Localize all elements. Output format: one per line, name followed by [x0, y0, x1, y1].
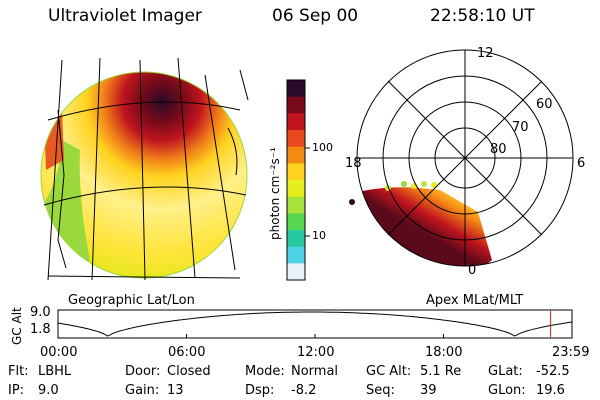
glat-value: -52.5: [536, 364, 570, 379]
colorbar-tick-10: 10: [312, 229, 326, 242]
gcalt-value: 5.1 Re: [420, 364, 462, 379]
colorbar-strip: [287, 213, 305, 231]
mode-label: Mode:: [245, 364, 285, 379]
left-panel-caption: Geographic Lat/Lon: [68, 293, 195, 308]
colorbar-strip: [287, 146, 305, 164]
colorbar-strip: [287, 263, 305, 281]
door-label: Door:: [125, 364, 161, 379]
altitude-plot: [57, 309, 573, 339]
time-label: 22:58:10 UT: [430, 6, 535, 26]
mode-value: Normal: [291, 364, 339, 379]
dsp-value: -8.2: [291, 383, 317, 398]
colorbar: [286, 79, 310, 281]
colorbar-strip: [287, 96, 305, 114]
time-tick-0: 00:00: [40, 345, 78, 360]
colorbar-strip: [287, 196, 305, 214]
polar-plot: [349, 49, 574, 267]
colorbar-tick-100: 100: [312, 141, 333, 154]
gain-value: 13: [167, 383, 184, 398]
gcalt-label: GC Alt:: [366, 364, 412, 379]
flt-value: LBHL: [38, 364, 72, 379]
glat-label: GLat:: [488, 364, 523, 379]
flt-label: Flt:: [8, 364, 29, 379]
colorbar-strip: [287, 80, 305, 98]
time-tick-2: 12:00: [297, 345, 335, 360]
instrument-title: Ultraviolet Imager: [48, 6, 202, 26]
alt-tick-low: 1.8: [30, 322, 51, 337]
right-panel-caption: Apex MLat/MLT: [426, 293, 524, 308]
ip-label: IP:: [8, 383, 25, 398]
colorbar-strip: [287, 246, 305, 264]
mlt-label-0: 0: [468, 263, 477, 278]
gain-label: Gain:: [125, 383, 160, 398]
alt-tick-high: 9.0: [30, 305, 51, 320]
dsp-label: Dsp:: [245, 383, 275, 398]
seq-label: Seq:: [366, 383, 395, 398]
seq-value: 39: [420, 383, 437, 398]
door-value: Closed: [167, 364, 211, 379]
glon-value: 19.6: [536, 383, 565, 398]
date-label: 06 Sep 00: [272, 6, 359, 26]
glon-label: GLon:: [488, 383, 526, 398]
lat-label-60: 60: [536, 97, 553, 112]
colorbar-strip: [287, 113, 305, 131]
colorbar-strip: [287, 130, 305, 148]
mlt-label-6: 6: [577, 156, 586, 171]
colorbar-strip: [287, 180, 305, 198]
time-tick-3: 18:00: [425, 345, 463, 360]
geographic-globe: [40, 57, 249, 281]
time-tick-4: 23:59: [552, 345, 590, 360]
lat-label-70: 70: [512, 120, 529, 135]
mlt-label-18: 18: [345, 156, 362, 171]
lat-label-80: 80: [490, 142, 507, 157]
alt-axis-label: GC Alt: [10, 307, 24, 345]
mlt-label-12: 12: [477, 46, 494, 61]
colorbar-strip: [287, 163, 305, 181]
time-tick-1: 06:00: [168, 345, 206, 360]
ip-value: 9.0: [38, 383, 59, 398]
colorbar-unit-label: photon cm⁻²s⁻¹: [268, 147, 282, 240]
colorbar-strip: [287, 230, 305, 248]
